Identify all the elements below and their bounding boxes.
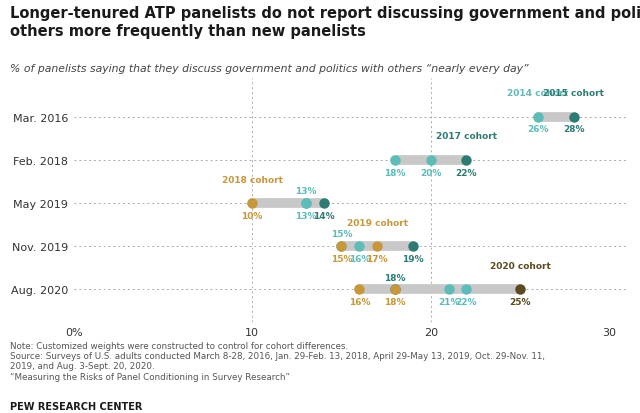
Text: 2018 cohort: 2018 cohort: [221, 175, 283, 184]
Text: 2014 cohort: 2014 cohort: [508, 89, 568, 98]
Text: 13%: 13%: [295, 211, 317, 220]
Text: 13%: 13%: [295, 187, 317, 196]
Text: 17%: 17%: [366, 254, 388, 263]
Text: 22%: 22%: [456, 297, 477, 306]
Text: 28%: 28%: [563, 125, 584, 134]
Text: 25%: 25%: [509, 297, 531, 306]
Text: 2019 cohort: 2019 cohort: [347, 218, 408, 227]
Text: 21%: 21%: [438, 297, 460, 306]
Text: 20%: 20%: [420, 168, 442, 177]
Text: PEW RESEARCH CENTER: PEW RESEARCH CENTER: [10, 401, 142, 411]
Text: 16%: 16%: [349, 297, 370, 306]
Text: 19%: 19%: [402, 254, 424, 263]
Text: Longer-tenured ATP panelists do not report discussing government and politics wi: Longer-tenured ATP panelists do not repo…: [10, 6, 640, 38]
Text: Note: Customized weights were constructed to control for cohort differences.
Sou: Note: Customized weights were constructe…: [10, 341, 545, 381]
Text: 2015 cohort: 2015 cohort: [543, 89, 604, 98]
Text: % of panelists saying that they discuss government and politics with others “nea: % of panelists saying that they discuss …: [10, 64, 528, 74]
Text: 18%: 18%: [384, 297, 406, 306]
Text: 2020 cohort: 2020 cohort: [490, 261, 550, 271]
Text: 26%: 26%: [527, 125, 548, 134]
Text: 2017 cohort: 2017 cohort: [436, 132, 497, 141]
Text: 18%: 18%: [384, 168, 406, 177]
Text: 10%: 10%: [241, 211, 263, 220]
Text: 15%: 15%: [331, 230, 352, 239]
Text: 22%: 22%: [456, 168, 477, 177]
Text: 14%: 14%: [313, 211, 335, 220]
Text: 15%: 15%: [331, 254, 352, 263]
Text: 18%: 18%: [384, 273, 406, 282]
Text: 16%: 16%: [349, 254, 370, 263]
